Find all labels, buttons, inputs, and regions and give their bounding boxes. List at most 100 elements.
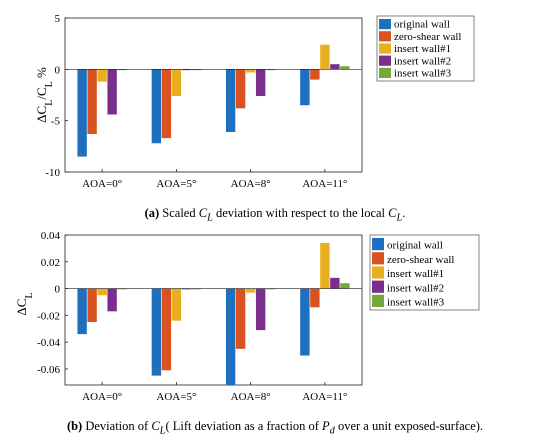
chart1-bar: [171, 69, 182, 97]
chart1-legend-label: insert wall#1: [394, 43, 451, 55]
chart1-bar: [320, 44, 330, 70]
chart2-ytick-label: -0.02: [37, 310, 60, 322]
chart2-xtick-label: AOA=0°: [82, 391, 122, 403]
chart1-legend-swatch: [379, 55, 391, 66]
chart1-bar: [161, 69, 172, 139]
chart2-bar: [225, 288, 236, 385]
chart2-legend-swatch: [372, 294, 384, 307]
caption-b-label: (b): [66, 419, 83, 433]
chart1-ytick-label: 0: [55, 64, 61, 76]
chart1-bar: [340, 66, 350, 70]
chart2-legend-swatch: [372, 238, 384, 251]
chart2-ytick-label: -0.06: [37, 364, 60, 376]
chart2-legend-box: [369, 234, 480, 311]
chart1-bar: [245, 69, 256, 73]
chart1-bar: [255, 69, 266, 97]
chart2-bar: [107, 288, 117, 312]
chart1-bar: [191, 69, 202, 71]
caption-b: (b) Deviation of CL( Lift deviation as a…: [0, 419, 550, 437]
chart1-legend-swatch: [379, 19, 391, 30]
chart2-bar: [310, 288, 320, 308]
chart2-ytick-label: 0.02: [41, 257, 60, 269]
chart2-legend-label: insert wall#1: [387, 268, 444, 280]
chart1-bar: [330, 64, 340, 70]
chart1-bar: [117, 69, 127, 71]
chart2-ytick-label: -0.04: [37, 337, 60, 349]
caption-b-sub2: d: [329, 425, 335, 437]
chart1-bar: [300, 69, 310, 106]
caption-b-mid: ( Lift deviation as a fraction of: [165, 419, 322, 433]
caption-b-var: C: [151, 419, 160, 433]
chart1-bar: [77, 69, 87, 157]
chart2-bar: [330, 277, 340, 289]
caption-a-sub: L: [207, 212, 213, 224]
chart1-ytick-label: -5: [51, 116, 61, 128]
chart2-ylabel: ΔCL: [14, 292, 35, 315]
chart1-bar: [87, 69, 97, 135]
chart1-legend-swatch: [379, 43, 391, 54]
chart1-legend-label: zero-shear wall: [394, 31, 462, 43]
chart2-bar: [320, 243, 330, 289]
chart1-legend-swatch: [379, 31, 391, 42]
caption-a: (a) Scaled CL deviation with respect to …: [0, 206, 550, 224]
chart2-bar: [181, 288, 192, 290]
chart1-bar: [265, 69, 276, 71]
chart1-ylabel: ΔCL/CL %: [34, 67, 55, 123]
chart2-ytick-label: 0: [55, 284, 61, 296]
chart2-bar: [87, 288, 97, 323]
chart2-bar: [265, 288, 276, 290]
chart2-bar: [255, 288, 266, 331]
caption-a-pre: Scaled: [159, 206, 199, 220]
chart2-xtick-label: AOA=5°: [156, 391, 196, 403]
caption-b-end: over a unit exposed-surface).: [334, 419, 484, 433]
chart1-ytick-label: -10: [45, 167, 60, 179]
chart2-bar: [340, 283, 350, 289]
chart2-bar: [191, 288, 202, 290]
caption-b-sub: L: [159, 425, 166, 437]
chart1-bar: [225, 69, 236, 132]
chart2-legend-label: insert wall#2: [387, 282, 444, 294]
caption-a-sub2: L: [396, 212, 403, 224]
chart2-bar: [245, 288, 256, 293]
chart1-legend-swatch: [379, 67, 391, 78]
chart1-bar: [151, 69, 162, 144]
chart2-bar: [171, 288, 182, 321]
chart1: -10 -5 0 5 ΔCL/CL % AOA=0° AOA=5° AOA=8° AOA=11°…: [34, 13, 475, 190]
caption-a-end: .: [402, 206, 406, 220]
chart1-ytick-label: 5: [55, 13, 61, 25]
chart1-legend-label: original wall: [394, 19, 450, 31]
chart1-legend-box: [376, 15, 475, 82]
chart2-legend-swatch: [372, 266, 384, 279]
chart1-xtick-label: AOA=5°: [156, 178, 196, 190]
chart2-bar: [161, 288, 172, 371]
chart2-legend-label: zero-shear wall: [387, 254, 455, 266]
chart2-bar: [300, 288, 310, 356]
chart1-bar: [107, 69, 117, 115]
chart1-legend-label: insert wall#3: [394, 68, 452, 80]
caption-b-pre: Deviation of: [82, 419, 152, 433]
caption-b-var2: P: [322, 419, 330, 433]
chart2-bar: [97, 288, 107, 296]
chart2-axes-box: [64, 234, 363, 386]
caption-a-var2: C: [388, 206, 397, 220]
chart2-xtick-label: AOA=8°: [231, 391, 271, 403]
chart2-ytick-label: 0.04: [41, 230, 61, 242]
chart1-bar: [181, 69, 192, 71]
chart2-legend-label: insert wall#3: [387, 297, 445, 309]
caption-a-mid: deviation with respect to the local: [212, 206, 389, 220]
chart1-legend-label: insert wall#2: [394, 55, 451, 67]
chart1-bar: [97, 69, 107, 82]
caption-a-var: C: [198, 206, 208, 220]
chart2-xtick-label: AOA=11°: [302, 391, 347, 403]
chart1-axes-box: [64, 17, 363, 173]
chart1-xtick-label: AOA=11°: [302, 178, 347, 190]
chart1-bar: [310, 69, 320, 80]
chart1-xtick-label: AOA=0°: [82, 178, 122, 190]
chart2: -0.06 -0.04 -0.02 0 0.02 0.04 ΔCL AOA=0° AOA=5° A…: [14, 230, 480, 403]
chart2-legend-swatch: [372, 252, 384, 265]
chart1-xtick-label: AOA=8°: [231, 178, 271, 190]
chart2-bar: [77, 288, 87, 335]
chart2-legend-label: original wall: [387, 240, 443, 252]
caption-a-label: (a): [144, 206, 160, 220]
